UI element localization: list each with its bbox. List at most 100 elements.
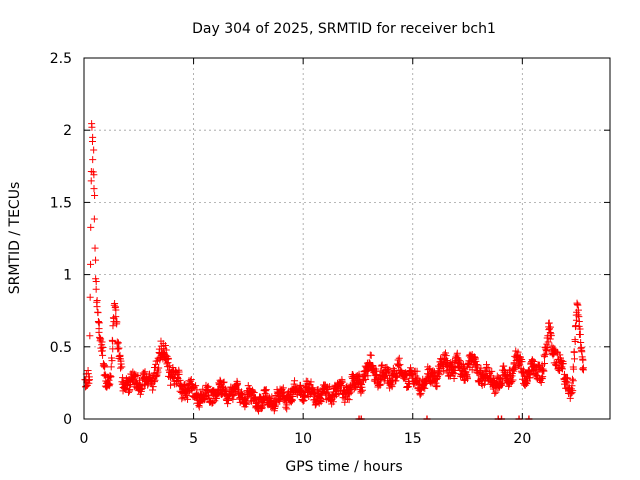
data-point-srmtid: [162, 346, 170, 354]
data-point-srmtid: [173, 378, 181, 386]
data-point-srmtid: [262, 386, 270, 394]
data-point-srmtid: [345, 396, 353, 404]
data-point-srmtid: [172, 367, 180, 375]
data-point-srmtid: [378, 361, 386, 369]
data-point-srmtid: [464, 375, 472, 383]
data-point-srmtid: [577, 338, 585, 346]
data-point-srmtid: [90, 215, 98, 223]
data-point-srmtid: [180, 381, 188, 389]
data-point-srmtid: [483, 363, 491, 371]
data-point-srmtid: [504, 378, 512, 386]
data-point-srmtid: [570, 365, 578, 373]
data-point-srmtid: [509, 376, 517, 384]
data-point-srmtid: [99, 344, 107, 352]
data-point-srmtid: [576, 330, 584, 338]
data-point-srmtid: [456, 357, 464, 365]
data-point-srmtid: [570, 355, 578, 363]
data-point-srmtid: [578, 365, 586, 373]
data-point-srmtid: [579, 366, 587, 374]
data-point-srmtid: [337, 382, 345, 390]
data-point-srmtid: [395, 354, 403, 362]
data-point-srmtid: [574, 301, 582, 309]
data-point-srmtid: [155, 364, 163, 372]
data-point-srmtid: [296, 390, 304, 398]
data-point-srmtid: [407, 364, 415, 372]
data-point-srmtid: [184, 395, 192, 403]
data-point-srmtid: [480, 380, 488, 388]
data-point-srmtid: [86, 293, 94, 301]
data-point-srmtid: [219, 379, 227, 387]
plot-frame: [83, 57, 611, 420]
data-point-srmtid: [571, 337, 579, 345]
x-tick-label: 20: [513, 431, 531, 447]
data-point-srmtid: [268, 393, 276, 401]
data-point-srmtid: [141, 368, 149, 376]
data-point-srmtid: [93, 303, 101, 311]
data-point-srmtid: [541, 359, 549, 367]
data-point-srmtid: [518, 358, 526, 366]
data-point-srmtid: [108, 357, 116, 365]
data-point-srmtid: [526, 371, 534, 379]
x-axis-label: GPS time / hours: [285, 459, 402, 475]
data-point-srmtid: [394, 356, 402, 364]
data-point-srmtid: [564, 379, 572, 387]
data-point-baseline: [498, 415, 506, 420]
data-point-srmtid: [540, 367, 548, 375]
data-point-srmtid: [192, 382, 200, 390]
data-point-srmtid: [388, 381, 396, 389]
data-point-srmtid: [454, 355, 462, 363]
data-point-srmtid: [92, 278, 100, 286]
data-point-srmtid: [204, 382, 212, 390]
y-tick-label: 0: [63, 412, 72, 428]
data-point-srmtid: [559, 360, 567, 368]
y-tick-label: 1.5: [50, 195, 72, 211]
data-point-srmtid: [96, 333, 104, 341]
data-point-srmtid: [572, 316, 580, 324]
data-point-srmtid: [101, 363, 109, 371]
data-point-srmtid: [244, 382, 252, 390]
data-point-srmtid: [115, 344, 123, 352]
data-point-srmtid: [358, 383, 366, 391]
data-point-srmtid: [488, 367, 496, 375]
data-point-srmtid: [569, 377, 577, 385]
data-point-srmtid: [560, 370, 568, 378]
data-point-srmtid: [574, 306, 582, 314]
data-point-srmtid: [433, 382, 441, 390]
data-point-srmtid: [165, 362, 173, 370]
data-point-srmtid: [573, 300, 581, 308]
data-point-srmtid: [92, 256, 100, 264]
data-point-srmtid: [136, 390, 144, 398]
data-point-srmtid: [569, 387, 577, 395]
data-point-srmtid: [84, 370, 92, 378]
data-point-srmtid: [546, 323, 554, 331]
data-point-srmtid: [309, 388, 317, 396]
data-point-srmtid: [137, 387, 145, 395]
data-point-srmtid: [420, 384, 428, 392]
data-point-srmtid: [357, 387, 365, 395]
data-point-srmtid: [377, 362, 385, 370]
data-point-srmtid: [85, 376, 93, 384]
data-point-srmtid: [435, 371, 443, 379]
data-point-srmtid: [193, 386, 201, 394]
data-point-srmtid: [314, 386, 322, 394]
data-point-srmtid: [91, 192, 99, 200]
data-point-srmtid: [577, 345, 585, 353]
data-point-srmtid: [262, 387, 270, 395]
data-point-srmtid: [349, 371, 357, 379]
y-tick-label: 2: [63, 123, 72, 139]
data-point-srmtid: [242, 400, 250, 408]
data-point-srmtid: [97, 335, 105, 343]
data-point-srmtid: [510, 367, 518, 375]
data-point-srmtid: [92, 285, 100, 293]
data-point-srmtid: [149, 383, 157, 391]
data-point-srmtid: [556, 351, 564, 359]
data-point-srmtid: [112, 306, 120, 314]
data-point-srmtid: [117, 360, 125, 368]
data-point-srmtid: [154, 368, 162, 376]
data-point-srmtid: [445, 372, 453, 380]
data-point-srmtid: [392, 377, 400, 385]
data-point-srmtid: [343, 395, 351, 403]
data-point-srmtid: [547, 332, 555, 340]
data-point-srmtid: [82, 383, 90, 391]
data-point-srmtid: [383, 365, 391, 373]
